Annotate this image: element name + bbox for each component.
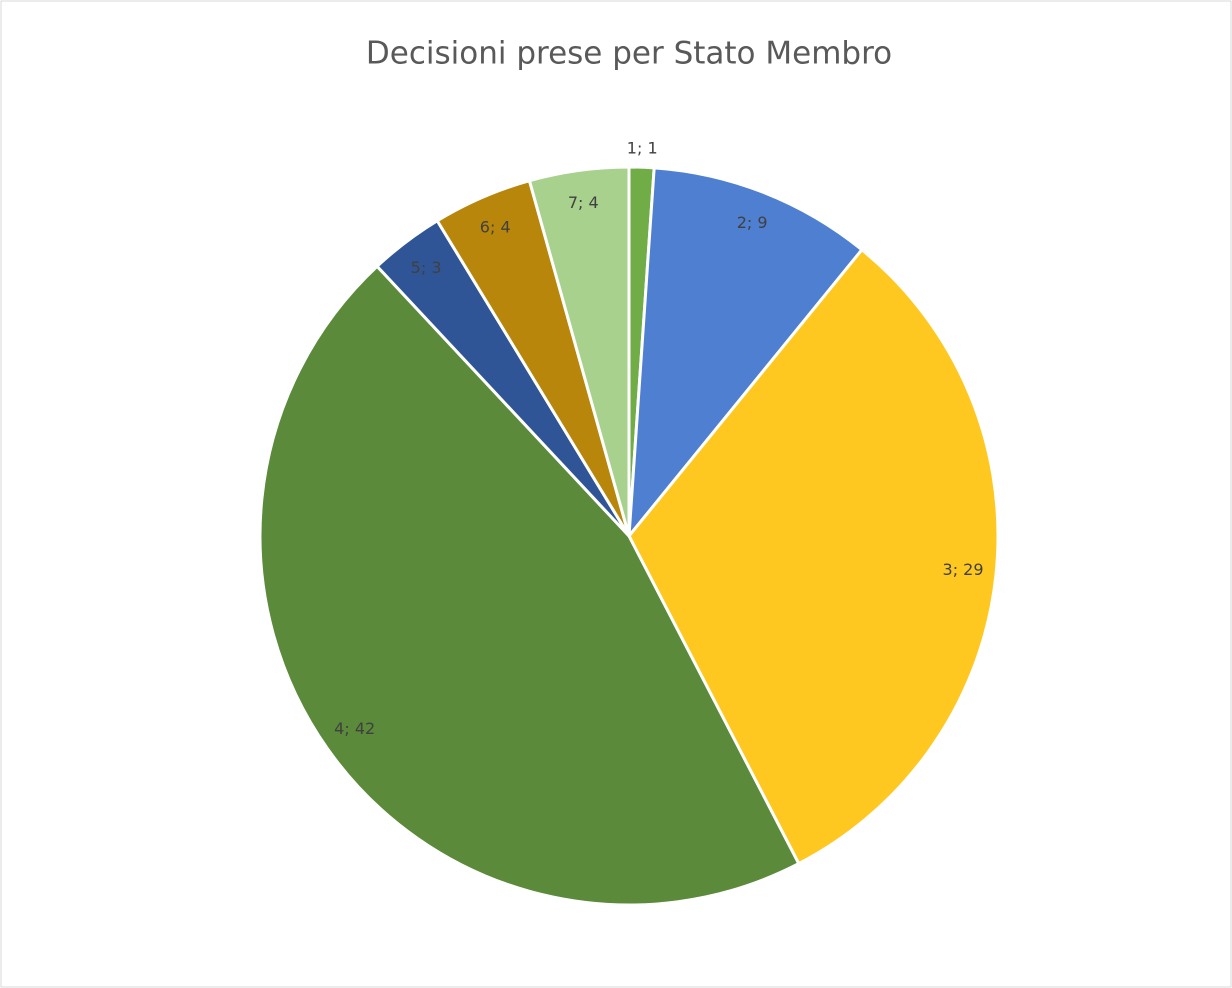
data-label: 6; 4 bbox=[480, 218, 511, 237]
data-label: 4; 42 bbox=[334, 719, 375, 738]
pie-slice bbox=[527, 165, 631, 537]
data-label: 1; 1 bbox=[627, 138, 658, 157]
chart-title: Decisioni prese per Stato Membro bbox=[366, 36, 892, 72]
data-label: 7; 4 bbox=[568, 193, 599, 212]
data-label: 5; 3 bbox=[411, 258, 442, 277]
data-label: 3; 29 bbox=[943, 560, 984, 579]
pie-slice bbox=[258, 264, 801, 907]
data-label: 2; 9 bbox=[737, 213, 768, 232]
pie-slice bbox=[627, 247, 1000, 866]
pie-slice bbox=[627, 166, 864, 541]
